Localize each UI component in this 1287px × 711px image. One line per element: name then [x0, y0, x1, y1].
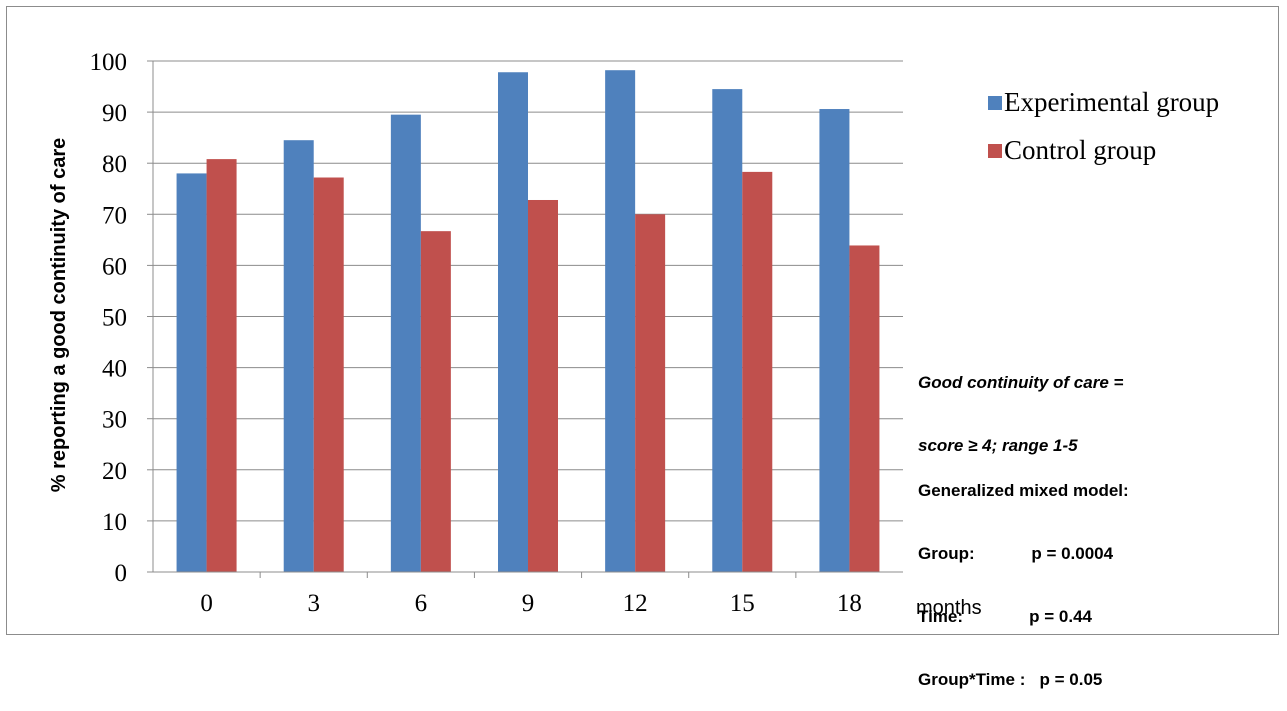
x-tick-label: 0: [200, 590, 213, 617]
y-tick-label: 80: [102, 151, 127, 178]
axes: [147, 60, 903, 578]
y-axis-label: % reporting a good continuity of care: [48, 138, 70, 492]
bar-control-6: [420, 231, 451, 572]
legend-swatch: [988, 144, 1002, 158]
model-note: Generalized mixed model: Group: p = 0.00…: [918, 438, 1129, 711]
y-tick-label: 60: [102, 253, 127, 280]
x-tick-label: 12: [623, 590, 648, 617]
model-row-interaction: Group*Time : p = 0.05: [918, 670, 1103, 689]
bar-experimental-9: [498, 72, 528, 572]
tick-labels: 0 10 20 30 40 50 60 70 80 90 100 0 3 6 9 12 15 18: [90, 49, 862, 617]
definition-note: Good continuity of care = score ≥ 4; ran…: [918, 330, 1123, 477]
x-tick-label: 18: [837, 590, 862, 617]
legend-label: Control group: [1004, 135, 1156, 165]
x-tick-label: 9: [522, 590, 535, 617]
bar-control-12: [635, 214, 666, 573]
bar-experimental-6: [390, 114, 421, 572]
bar-experimental-18: [819, 109, 850, 572]
y-tick-label: 20: [102, 458, 127, 485]
bar-experimental-15: [712, 89, 743, 572]
y-tick-label: 100: [90, 49, 128, 76]
definition-line-2: score ≥ 4; range 1-5: [918, 436, 1078, 455]
legend: Experimental group Control group: [988, 87, 1219, 165]
y-tick-label: 10: [102, 509, 127, 536]
y-tick-label: 50: [102, 305, 127, 332]
x-tick-label: 6: [415, 590, 428, 617]
x-tick-label: 15: [730, 590, 755, 617]
definition-line-1: Good continuity of care =: [918, 373, 1124, 392]
bar-chart: 0 10 20 30 40 50 60 70 80 90 100 0 3 6 9 12 15 18 % repor…: [48, 49, 1219, 619]
bar-experimental-12: [605, 70, 636, 572]
x-tick-label: 3: [307, 590, 320, 617]
bar-control-15: [742, 171, 773, 572]
legend-swatch: [988, 96, 1002, 110]
bar-control-18: [849, 245, 880, 572]
bar-control-9: [528, 199, 558, 572]
bar-control-0: [206, 159, 237, 572]
bars: [176, 70, 880, 573]
model-row-group: Group: p = 0.0004: [918, 544, 1114, 563]
legend-label: Experimental group: [1004, 87, 1219, 117]
bar-experimental-3: [283, 140, 314, 572]
y-tick-label: 70: [102, 202, 127, 229]
y-tick-label: 30: [102, 407, 127, 434]
model-title: Generalized mixed model:: [918, 481, 1129, 500]
model-row-time: Time: p = 0.44: [918, 607, 1093, 626]
bar-experimental-0: [176, 173, 207, 573]
bar-control-3: [313, 177, 344, 572]
y-tick-label: 0: [115, 560, 128, 587]
x-axis-label: months: [916, 597, 982, 619]
y-tick-label: 40: [102, 356, 127, 383]
y-tick-label: 90: [102, 100, 127, 127]
